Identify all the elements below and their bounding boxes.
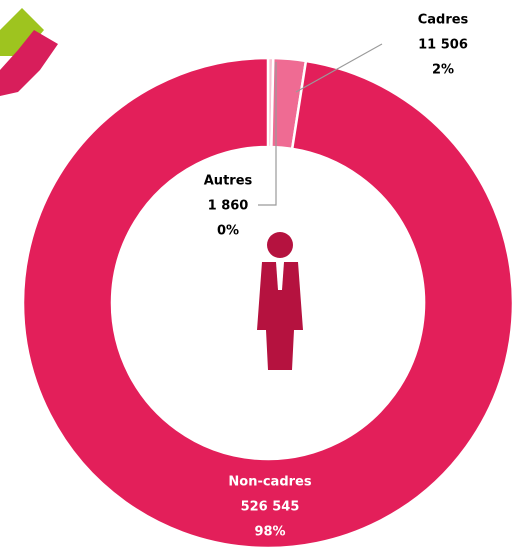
value-label: 526 545 bbox=[241, 500, 300, 515]
value-label: 1 860 bbox=[208, 199, 249, 214]
category-label: Cadres bbox=[418, 13, 469, 28]
donut bbox=[21, 56, 515, 550]
leader-line bbox=[258, 62, 277, 206]
red-chevron bbox=[0, 30, 58, 96]
decoration bbox=[0, 8, 58, 96]
slice bbox=[21, 56, 515, 550]
leader-line bbox=[295, 43, 383, 93]
icon-body bbox=[257, 262, 303, 370]
green-chevron bbox=[0, 8, 44, 56]
woman-icon bbox=[257, 232, 303, 370]
category-label: Autres bbox=[204, 174, 253, 189]
labels: Autres 1 860 0% Cadres 11 506 2% Non-cadres 526… bbox=[204, 13, 469, 540]
category-label: Non-cadres bbox=[228, 475, 311, 490]
percent-label: 2% bbox=[432, 63, 454, 78]
percent-label: 98% bbox=[254, 525, 285, 540]
value-label: 11 506 bbox=[418, 38, 468, 53]
percent-label: 0% bbox=[217, 224, 239, 239]
icon-head bbox=[267, 232, 293, 258]
icon-collar bbox=[276, 262, 284, 290]
